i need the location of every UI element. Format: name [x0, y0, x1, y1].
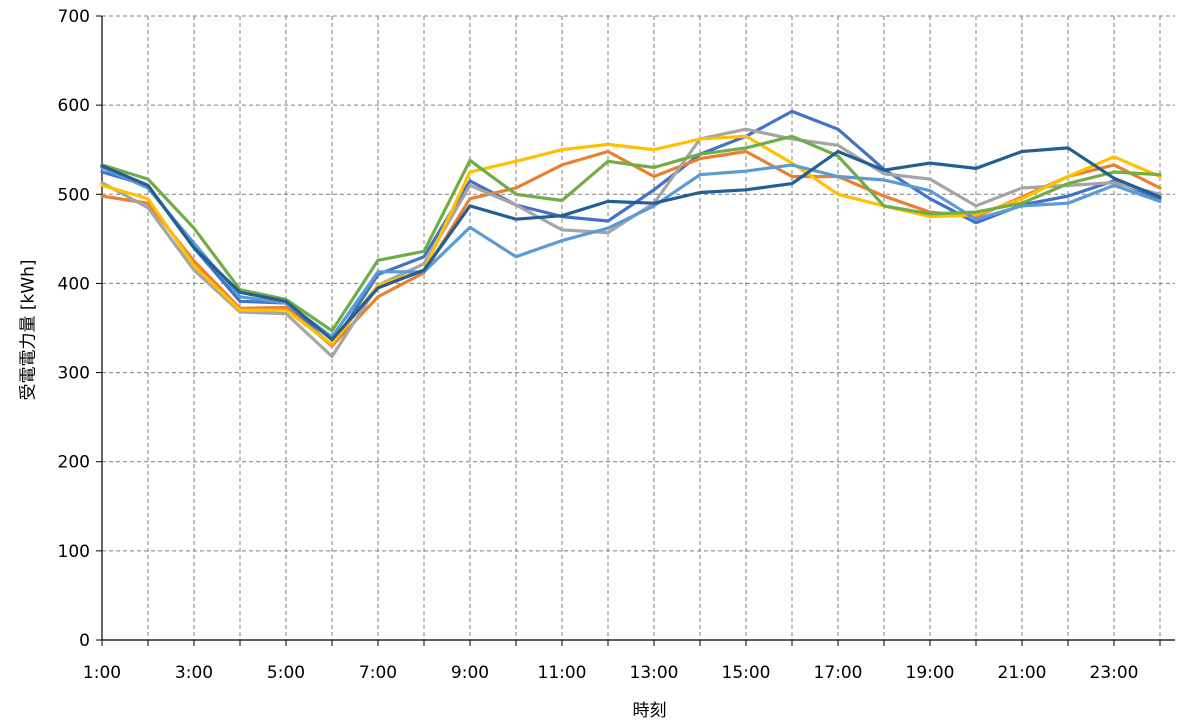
- x-tick-label: 5:00: [267, 663, 305, 683]
- series-line-6: [100, 134, 1162, 333]
- y-tick-label: 0: [79, 631, 90, 651]
- y-tick-label: 600: [58, 96, 90, 116]
- x-tick-label: 1:00: [83, 663, 121, 683]
- x-tick-label: 17:00: [814, 663, 863, 683]
- x-tick-label: 11:00: [538, 663, 587, 683]
- x-tick-label: 15:00: [722, 663, 771, 683]
- x-axis-title: 時刻: [632, 701, 667, 721]
- y-tick-label: 300: [58, 364, 90, 384]
- x-tick-label: 23:00: [1090, 663, 1139, 683]
- y-tick-labels: 0 100 200 300 400 500 600 700: [58, 7, 90, 651]
- series-line-2: [100, 149, 1162, 348]
- y-tick-label: 100: [58, 542, 90, 562]
- axes: [96, 15, 1175, 646]
- x-tick-label: 9:00: [451, 663, 489, 683]
- x-tick-label: 19:00: [906, 663, 955, 683]
- x-tick-label: 21:00: [998, 663, 1047, 683]
- y-tick-label: 200: [58, 453, 90, 473]
- y-tick-label: 700: [58, 7, 90, 27]
- series-lines: [100, 109, 1162, 359]
- x-tick-label: 7:00: [359, 663, 397, 683]
- grid: [102, 15, 1175, 640]
- y-tick-label: 500: [58, 185, 90, 205]
- series-line-5: [100, 163, 1162, 339]
- x-tick-label: 13:00: [630, 663, 679, 683]
- y-axis-title: 受電電力量 [kWh]: [18, 259, 39, 401]
- x-tick-label: 3:00: [175, 663, 213, 683]
- x-tick-labels: 1:00 3:00 5:00 7:00 9:00 11:00 13:00 15:00 17:00…: [83, 663, 1139, 683]
- series-line-7: [100, 146, 1162, 342]
- y-tick-label: 400: [58, 274, 90, 294]
